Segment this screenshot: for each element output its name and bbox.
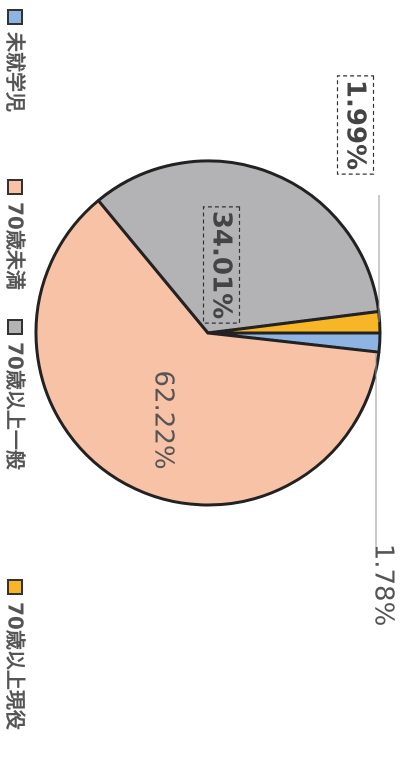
pie-slice [34,198,381,507]
data-label: 1.78% [369,544,399,627]
pie-slice [96,159,381,335]
legend-label: 70歳以上一般 [4,342,28,470]
legend-label: 未就学児 [4,32,28,112]
legend-swatch [7,579,23,595]
legend-swatch [7,9,23,25]
label-box [202,206,241,324]
data-label: 1.99% [341,80,371,170]
legend-swatch [7,319,23,335]
label-box [336,75,375,175]
data-label: 62.22% [149,370,179,469]
data-label: 34.01% [207,211,237,319]
legend-swatch [7,179,23,195]
legend-label: 70歳以上現役 [4,602,28,730]
legend-label: 70歳未満 [4,202,28,290]
